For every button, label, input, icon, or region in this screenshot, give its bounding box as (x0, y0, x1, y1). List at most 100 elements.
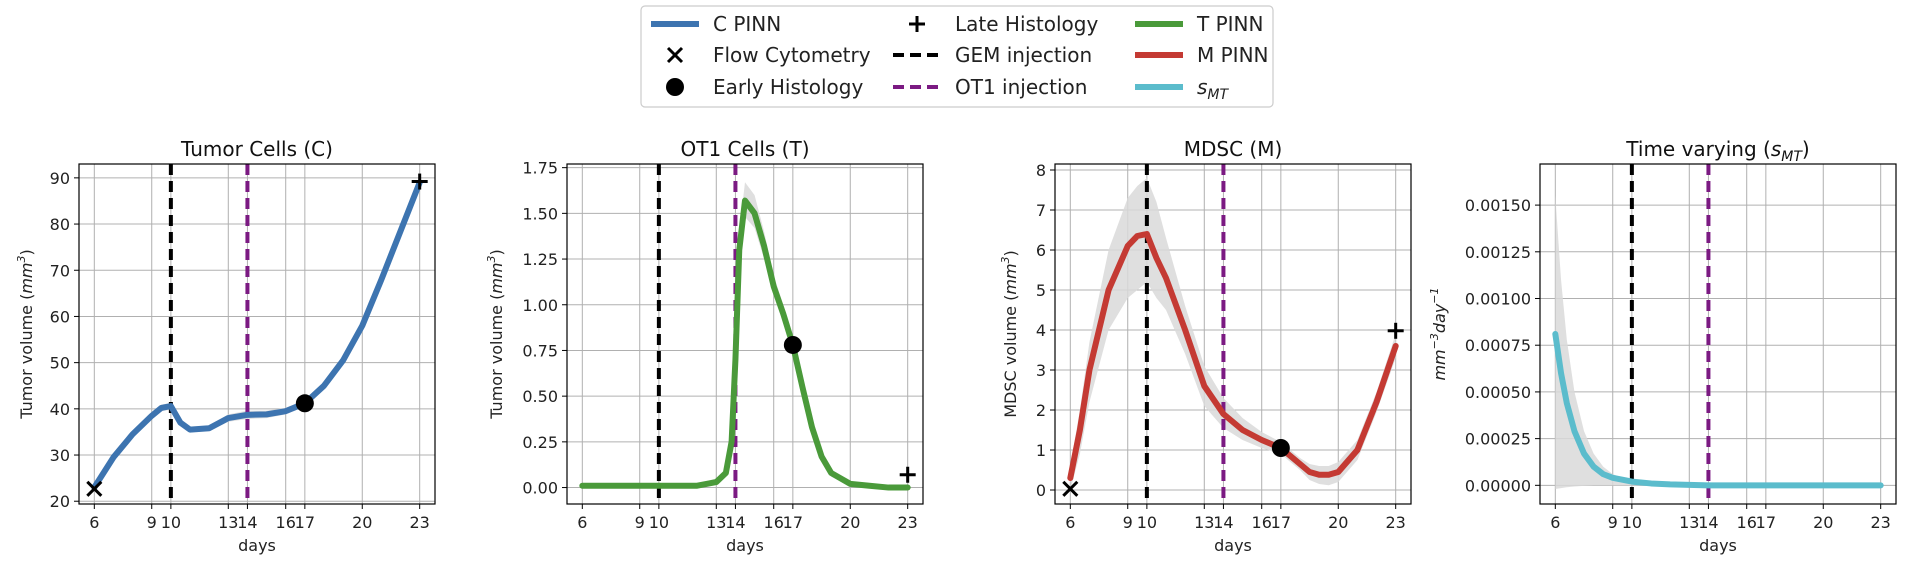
legend-item-c-pinn: C PINN (651, 12, 781, 36)
panel-title: Tumor Cells (C) (180, 137, 333, 161)
late-histology-marker (411, 173, 428, 190)
x-axis-label: days (1214, 536, 1252, 555)
legend-item-late-histology: Late Histology (909, 12, 1098, 36)
plot-area (1067, 164, 1399, 504)
axes-frame (1054, 163, 1412, 505)
legend-label: Late Histology (955, 12, 1098, 36)
axes-frame (566, 163, 924, 505)
y-tick-label: 1.25 (522, 250, 558, 269)
x-tick-label: 10 (161, 513, 181, 532)
legend-label: GEM injection (955, 43, 1092, 67)
y-tick-label: 2 (1036, 401, 1046, 420)
y-tick-label: 40 (50, 400, 70, 419)
panel-title: MDSC (M) (1184, 137, 1283, 161)
y-tick-label: 0.00000 (1465, 476, 1531, 495)
x-tick-label: 14 (237, 513, 257, 532)
x-tick-label: 23 (1386, 513, 1406, 532)
legend-marker (666, 46, 684, 64)
y-tick-label: 1 (1036, 441, 1046, 460)
y-tick-label: 0.75 (522, 341, 558, 360)
y-tick-label: 0.00150 (1465, 196, 1531, 215)
data-markers (1062, 322, 1404, 497)
y-tick-label: 4 (1036, 321, 1046, 340)
uncertainty-band (582, 182, 908, 490)
y-tick-label: 80 (50, 215, 70, 234)
grid (1540, 164, 1896, 504)
x-tick-label: 17 (1756, 513, 1776, 532)
legend-label: OT1 injection (955, 75, 1087, 99)
axes-frame (1539, 163, 1897, 505)
x-tick-label: 16 (1737, 513, 1757, 532)
early-histology-marker (783, 335, 802, 354)
legend: C PINN Flow Cytometry Early Histology Late … (640, 5, 1274, 108)
x-tick-label: 10 (1622, 513, 1642, 532)
x-tick-label: 14 (1698, 513, 1718, 532)
x-axis-label: days (726, 536, 764, 555)
x-tick-label: 13 (1679, 513, 1699, 532)
flow-cytometry-marker (1062, 480, 1079, 497)
x-tick-label: 9 (147, 513, 157, 532)
x-tick-label: 23 (1871, 513, 1891, 532)
y-tick-label: 1.00 (522, 296, 558, 315)
series-line (1067, 231, 1399, 481)
legend-label: Flow Cytometry (713, 43, 871, 67)
early-histology-marker (295, 394, 314, 413)
y-tick-label: 20 (50, 492, 70, 511)
y-tick-label: 0.00050 (1465, 383, 1531, 402)
x-axis-label: days (238, 536, 276, 555)
x-tick-label: 17 (295, 513, 315, 532)
legend-marker (909, 16, 925, 32)
y-tick-label: 60 (50, 307, 70, 326)
y-axis-label: MDSC volume (mm3) (999, 250, 1020, 418)
x-tick-label: 10 (649, 513, 669, 532)
x-tick-label: 23 (410, 513, 430, 532)
flow-cytometry-marker (86, 480, 103, 497)
y-tick-label: 30 (50, 446, 70, 465)
y-tick-label: 0.00100 (1465, 290, 1531, 309)
x-tick-label: 6 (1550, 513, 1560, 532)
x-tick-label: 9 (1608, 513, 1618, 532)
y-tick-label: 6 (1036, 241, 1046, 260)
uncertainty-band (1070, 178, 1396, 490)
legend-item-early-histology: Early Histology (666, 75, 863, 99)
x-tick-label: 13 (706, 513, 726, 532)
y-tick-label: 0.00125 (1465, 243, 1531, 262)
x-tick-label: 14 (1213, 513, 1233, 532)
y-tick-label: 0.00025 (1465, 430, 1531, 449)
legend-frame (640, 5, 1274, 108)
y-tick-label: 0.00075 (1465, 336, 1531, 355)
plot-area (1552, 164, 1884, 504)
x-tick-label: 16 (764, 513, 784, 532)
uncertainty-band (94, 178, 420, 491)
x-tick-label: 23 (898, 513, 918, 532)
y-tick-label: 8 (1036, 161, 1046, 180)
legend-marker (666, 78, 684, 96)
x-tick-label: 20 (1813, 513, 1833, 532)
x-tick-label: 6 (89, 513, 99, 532)
late-histology-marker (899, 466, 916, 483)
series-line (91, 179, 423, 491)
x-tick-label: 6 (577, 513, 587, 532)
y-tick-label: 90 (50, 169, 70, 188)
legend-item-t-pinn: T PINN (1135, 12, 1263, 36)
grid (79, 164, 435, 504)
y-tick-label: 0.50 (522, 387, 558, 406)
y-tick-label: 70 (50, 261, 70, 280)
y-axis-label: Tumor volume (mm3) (485, 249, 506, 420)
y-axis-label: mm−3day−1 (1428, 287, 1449, 380)
legend-label: M PINN (1197, 43, 1269, 67)
x-tick-label: 16 (1252, 513, 1272, 532)
x-tick-label: 9 (635, 513, 645, 532)
legend-item-gem-injection: GEM injection (893, 43, 1092, 67)
x-tick-label: 13 (1194, 513, 1214, 532)
legend-label: T PINN (1196, 12, 1263, 36)
y-tick-label: 0.25 (522, 433, 558, 452)
y-axis-label: Tumor volume (mm3) (15, 249, 36, 420)
x-tick-label: 14 (725, 513, 745, 532)
